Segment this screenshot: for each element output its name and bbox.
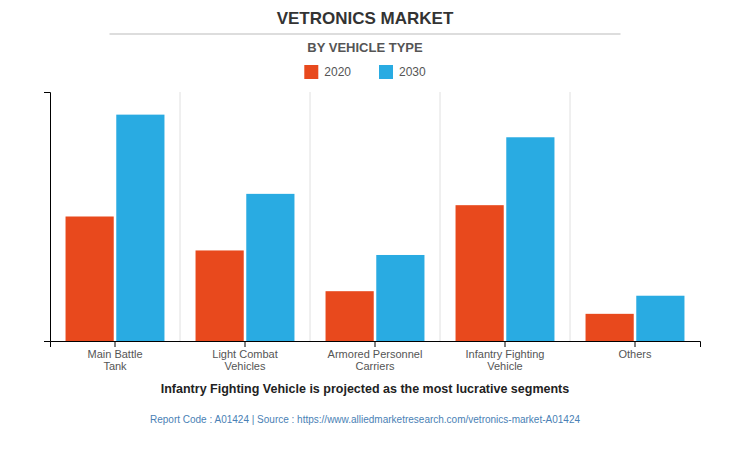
annotation: Report Code : A01424 | Source : https://… xyxy=(150,414,580,425)
chart: VETRONICS MARKET BY VEHICLE TYPE Main Batt… xyxy=(0,0,730,453)
bar xyxy=(376,255,424,341)
x-tick: Main BattleTank xyxy=(87,341,142,372)
x-tick: Infantry FightingVehicle xyxy=(466,341,545,372)
y-axis-line xyxy=(44,93,51,342)
bar xyxy=(66,217,114,342)
legend-item: 2030 xyxy=(379,65,426,79)
bar xyxy=(326,291,374,341)
x-tick-mark xyxy=(505,341,506,347)
x-tick: Armored PersonnelCarriers xyxy=(328,341,423,372)
group-separator xyxy=(440,92,441,341)
bars xyxy=(66,115,685,341)
legend-label: 2030 xyxy=(399,65,426,79)
x-tick-mark xyxy=(635,341,636,347)
legend: 2020 2030 xyxy=(304,65,426,79)
plot: Main BattleTank Light CombatVehicles Armor… xyxy=(44,92,701,372)
y-axis xyxy=(44,93,51,342)
x-tick: Light CombatVehicles xyxy=(212,341,277,372)
legend-item: 2020 xyxy=(304,65,351,79)
x-tick-mark xyxy=(115,341,116,347)
bar xyxy=(506,137,554,341)
group-separator xyxy=(180,92,181,341)
title: VETRONICS MARKET xyxy=(277,9,454,28)
bar xyxy=(456,205,504,341)
x-axis: Main BattleTank Light CombatVehicles Armor… xyxy=(51,341,701,372)
bar xyxy=(586,314,634,341)
group-separator xyxy=(310,92,311,341)
series xyxy=(116,115,684,341)
subtitle: BY VEHICLE TYPE xyxy=(307,40,423,55)
legend-swatch xyxy=(304,65,318,79)
x-tick-label: Others xyxy=(618,348,652,360)
legend-swatch xyxy=(379,65,393,79)
x-tick-label: Main BattleTank xyxy=(87,348,142,373)
x-tick-label: Light CombatVehicles xyxy=(212,348,277,373)
x-tick-mark xyxy=(245,341,246,347)
bar xyxy=(196,250,244,341)
bar xyxy=(636,296,684,341)
x-tick-label: Infantry FightingVehicle xyxy=(466,348,545,373)
legend-label: 2020 xyxy=(324,65,351,79)
title-rule xyxy=(110,34,621,35)
x-tick: Others xyxy=(618,341,652,360)
bar xyxy=(116,115,164,341)
bar xyxy=(246,194,294,341)
x-axis-line xyxy=(51,342,701,348)
annotation: Infantry Fighting Vehicle is projected a… xyxy=(161,382,569,396)
x-tick-mark xyxy=(375,341,376,347)
group-separator xyxy=(570,92,571,341)
x-tick-label: Armored PersonnelCarriers xyxy=(328,348,423,373)
